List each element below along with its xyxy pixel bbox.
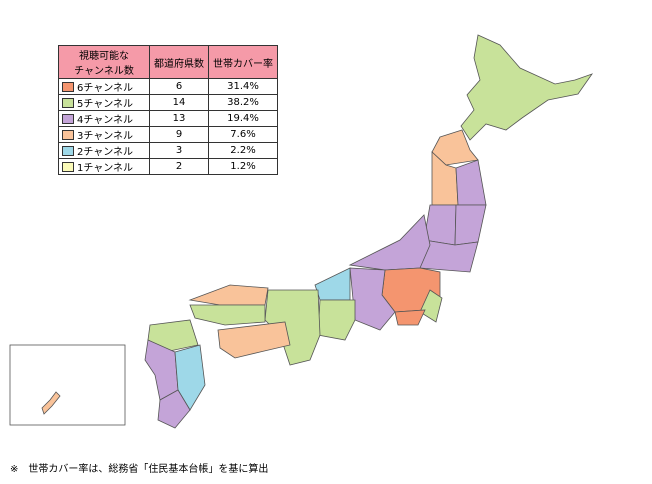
kansai [264, 289, 321, 366]
count: 6 [149, 78, 209, 95]
label-cell: 3チャンネル [58, 126, 150, 143]
count: 9 [149, 126, 209, 143]
chugoku-s [189, 304, 266, 326]
niigata [348, 214, 431, 271]
header-cell: 都道府県数 [149, 45, 209, 79]
share: 19.4% [208, 110, 278, 127]
kagoshima [157, 389, 191, 429]
hokuriku [314, 267, 351, 301]
legend-row: 1チャンネル 2 1.2% [58, 158, 278, 175]
header-line: 視聴可能な [79, 51, 129, 62]
label: 4チャンネル [77, 115, 134, 126]
header-cell: 視聴可能なチャンネル数 [58, 45, 150, 79]
header-line: チャンネル数 [74, 66, 134, 77]
chubu [317, 299, 356, 341]
label: 1チャンネル [77, 163, 134, 174]
legend-table: 視聴可能な チャンネル数 都道府県数 世帯カバー率 6チャンネル 6 31.4% 5チャンネ… [58, 45, 278, 175]
label-cell: 6チャンネル [58, 78, 150, 95]
label: 2チャンネル [77, 147, 134, 158]
count: 14 [149, 94, 209, 111]
share: 38.2% [208, 94, 278, 111]
label-cell: 2チャンネル [58, 142, 150, 159]
swatch [62, 98, 74, 108]
hokkaido [460, 34, 594, 141]
chugoku-n [188, 284, 269, 306]
legend-row: 4チャンネル 13 19.4% [58, 110, 278, 127]
swatch [62, 130, 74, 140]
label-cell: 4チャンネル [58, 110, 150, 127]
label: 3チャンネル [77, 131, 134, 142]
okinawa-inset [9, 344, 126, 426]
label: 5チャンネル [77, 99, 134, 110]
kyushu-n [147, 319, 199, 353]
okinawa [41, 391, 61, 415]
label-cell: 1チャンネル [58, 158, 150, 175]
swatch [62, 146, 74, 156]
miyagi [454, 204, 487, 246]
share: 1.2% [208, 158, 278, 175]
swatch [62, 82, 74, 92]
share: 7.6% [208, 126, 278, 143]
kyushu-e [174, 344, 206, 411]
count: 3 [149, 142, 209, 159]
shikoku [217, 321, 291, 359]
header-row: 視聴可能な チャンネル数 都道府県数 世帯カバー率 [58, 45, 278, 79]
swatch [62, 114, 74, 124]
legend-row: 5チャンネル 14 38.2% [58, 94, 278, 111]
legend-rows: 6チャンネル 6 31.4% 5チャンネル 14 38.2% 4チャンネル 13 19.4% 3チ… [58, 78, 278, 175]
count: 13 [149, 110, 209, 127]
footnote: ※ 世帯カバー率は、総務省「住民基本台帳」を基に算出 [10, 464, 269, 475]
share: 2.2% [208, 142, 278, 159]
iwate [455, 159, 487, 206]
label-cell: 5チャンネル [58, 94, 150, 111]
header-cell: 世帯カバー率 [208, 45, 278, 79]
share: 31.4% [208, 78, 278, 95]
legend-row: 6チャンネル 6 31.4% [58, 78, 278, 95]
legend-row: 2チャンネル 3 2.2% [58, 142, 278, 159]
label: 6チャンネル [77, 83, 134, 94]
kanagawa [394, 309, 426, 326]
legend-row: 3チャンネル 9 7.6% [58, 126, 278, 143]
count: 2 [149, 158, 209, 175]
swatch [62, 162, 74, 172]
chiba [419, 289, 443, 323]
